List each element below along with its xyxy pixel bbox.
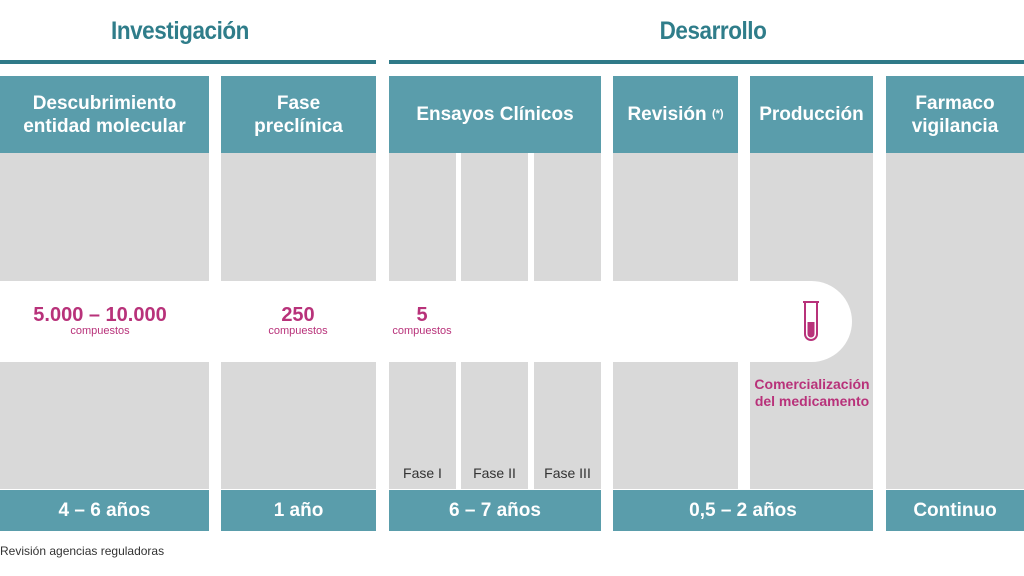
test-tube-icon xyxy=(803,301,819,341)
compound-count: 5 compuestos xyxy=(372,305,472,338)
marketing-line: del medicamento xyxy=(754,393,870,409)
column-body xyxy=(886,153,1024,489)
phase-label: Fase I xyxy=(403,465,442,481)
pipeline-band xyxy=(0,281,852,362)
column-header: Farmaco vigilancia xyxy=(886,76,1024,153)
count-unit: compuestos xyxy=(268,325,328,337)
count-unit: compuestos xyxy=(70,325,130,337)
count-value: 5.000 – 10.000 xyxy=(33,304,167,326)
count-unit: compuestos xyxy=(392,325,452,337)
column-header: Ensayos Clínicos xyxy=(389,76,601,153)
footnote: Revisión agencias reguladoras xyxy=(0,544,165,558)
column-clinical-trials: Ensayos Clínicos 6 – 7 años xyxy=(389,76,601,531)
column-duration-review-production: 0,5 – 2 años xyxy=(613,490,873,531)
compound-count: 5.000 – 10.000 compuestos xyxy=(10,305,190,338)
count-value: 5 xyxy=(416,304,428,326)
section-divider-development xyxy=(389,60,1024,64)
column-header: Revisión (*) xyxy=(613,76,738,153)
column-duration: 6 – 7 años xyxy=(389,490,601,531)
section-title-development: Desarrollo xyxy=(659,17,767,45)
column-header: Descubrimiento entidad molecular xyxy=(0,76,209,153)
column-duration: 4 – 6 años xyxy=(0,490,209,531)
column-header: Fase preclínica xyxy=(221,76,376,153)
section-divider-research xyxy=(0,60,376,64)
column-duration: Continuo xyxy=(886,490,1024,531)
phase-label: Fase III xyxy=(544,465,591,481)
footnote-marker: (*) xyxy=(711,108,724,120)
count-value: 250 xyxy=(281,304,315,326)
phase-label: Fase II xyxy=(473,465,516,481)
compound-count: 250 compuestos xyxy=(248,305,348,338)
column-pharmacovigilance: Farmaco vigilancia Continuo xyxy=(886,76,1024,531)
section-title-research: Investigación xyxy=(111,17,249,45)
marketing-label: Comercialización del medicamento xyxy=(752,376,872,410)
header-text: Revisión xyxy=(627,104,707,125)
column-header: Producción xyxy=(750,76,873,153)
marketing-line: Comercialización xyxy=(754,376,870,392)
column-duration: 1 año xyxy=(221,490,376,531)
